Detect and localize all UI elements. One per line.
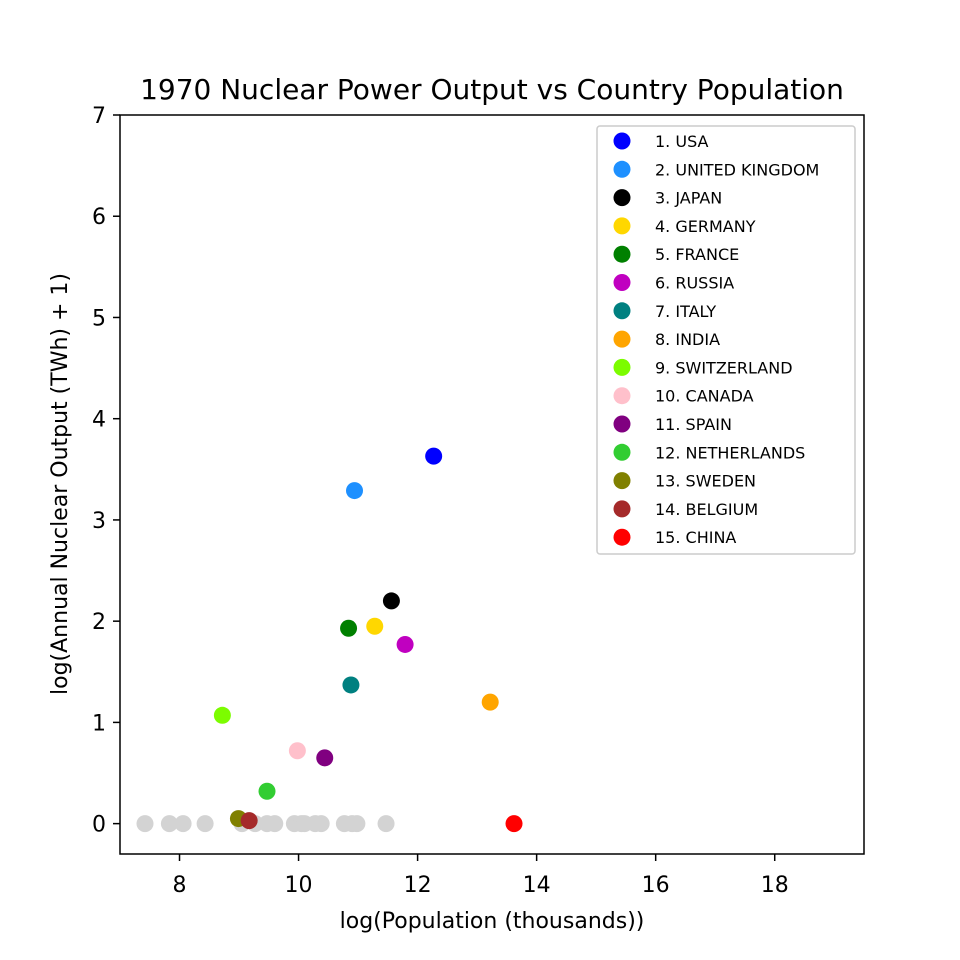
- country-point-9: [213, 706, 231, 724]
- x-axis-label: log(Population (thousands)): [340, 909, 645, 934]
- chart-title: 1970 Nuclear Power Output vs Country Pop…: [140, 73, 844, 106]
- country-point-10: [288, 742, 306, 760]
- legend-marker: [613, 245, 631, 263]
- legend-marker: [613, 443, 631, 461]
- legend-label: 9. SWITZERLAND: [655, 358, 793, 377]
- other-country-point: [348, 815, 366, 833]
- x-tick-label: 16: [642, 873, 670, 898]
- other-country-point: [174, 815, 192, 833]
- y-tick-label: 4: [92, 408, 106, 433]
- other-country-point: [312, 815, 330, 833]
- other-country-point: [266, 815, 284, 833]
- country-point-7: [342, 676, 360, 694]
- y-tick-label: 6: [92, 205, 106, 230]
- legend-label: 4. GERMANY: [655, 217, 756, 236]
- legend-label: 3. JAPAN: [655, 189, 722, 208]
- legend-marker: [613, 132, 631, 150]
- legend-marker: [613, 472, 631, 490]
- legend-marker: [613, 274, 631, 291]
- y-tick-label: 1: [92, 711, 106, 736]
- plot-area: [119, 114, 865, 855]
- x-tick-label: 14: [523, 873, 551, 898]
- y-tick-label: 0: [92, 813, 106, 838]
- x-tick-label: 18: [761, 873, 789, 898]
- legend-marker: [613, 217, 631, 235]
- y-tick-label: 3: [92, 509, 106, 534]
- legend-label: 7. ITALY: [655, 302, 716, 321]
- legend-label: 11. SPAIN: [655, 415, 732, 434]
- legend: 1. USA 2. UNITED KINGDOM 3. JAPAN 4. GERMAN…: [596, 125, 856, 555]
- legend-label: 12. NETHERLANDS: [655, 443, 805, 462]
- legend-marker: [613, 500, 631, 518]
- legend-marker: [613, 189, 631, 207]
- country-point-12: [258, 782, 276, 800]
- legend-label: 2. UNITED KINGDOM: [655, 160, 819, 179]
- legend-label: 6. RUSSIA: [655, 274, 734, 293]
- y-tick-label: 2: [92, 610, 106, 635]
- y-axis: 0 1 2 3 4 5 6 7: [92, 104, 120, 838]
- y-axis-label: log(Annual Nuclear Output (TWh) + 1): [48, 273, 73, 695]
- country-point-3: [382, 592, 400, 610]
- legend-marker: [613, 358, 631, 376]
- legend-label: 13. SWEDEN: [655, 472, 756, 491]
- country-point-4: [366, 617, 384, 635]
- legend-label: 14. BELGIUM: [655, 500, 758, 519]
- country-point-6: [396, 635, 414, 653]
- legend-frame: [596, 125, 856, 555]
- legend-label: 15. CHINA: [655, 528, 736, 547]
- country-point-1: [425, 447, 443, 465]
- country-point-8: [481, 693, 499, 711]
- country-point-11: [316, 749, 334, 767]
- legend-marker: [613, 302, 631, 320]
- country-point-5: [340, 619, 358, 637]
- legend-label: 1. USA: [655, 132, 709, 151]
- other-country-point: [377, 815, 395, 833]
- x-tick-label: 8: [173, 873, 187, 898]
- legend-label: 5. FRANCE: [655, 245, 739, 264]
- x-tick-label: 10: [285, 873, 313, 898]
- legend-marker: [613, 528, 631, 546]
- x-axis: 8 10 12 14 16 18: [173, 854, 789, 898]
- legend-label: 8. INDIA: [655, 330, 720, 349]
- legend-marker: [613, 160, 631, 178]
- other-country-point: [196, 815, 214, 833]
- other-countries-points: [136, 815, 395, 833]
- legend-label: 10. CANADA: [655, 387, 754, 406]
- country-point-2: [346, 482, 364, 500]
- country-point-15: [505, 815, 523, 833]
- ranked-countries-points: [213, 447, 523, 833]
- country-point-14: [240, 812, 258, 830]
- x-tick-label: 12: [404, 873, 432, 898]
- y-tick-label: 5: [92, 306, 106, 331]
- other-country-point: [160, 815, 178, 833]
- other-country-point: [136, 815, 154, 833]
- plot-frame: [119, 114, 865, 855]
- legend-marker: [613, 415, 631, 433]
- y-tick-label: 7: [92, 104, 106, 129]
- legend-marker: [613, 387, 631, 405]
- legend-marker: [613, 330, 631, 348]
